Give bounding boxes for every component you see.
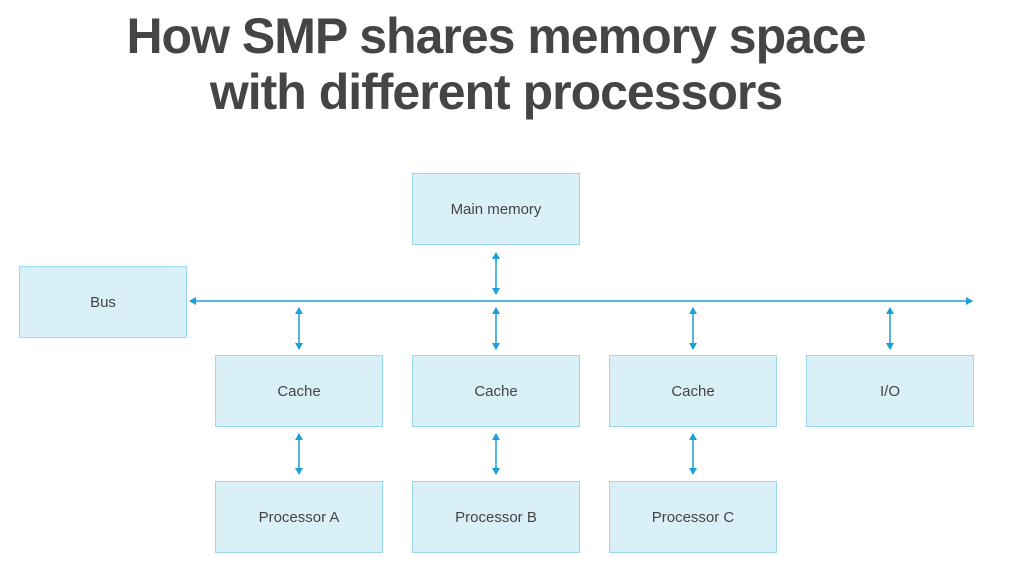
cache-b-node: Cache <box>412 355 580 427</box>
processor-a-node: Processor A <box>215 481 383 553</box>
processor-c-node: Processor C <box>609 481 777 553</box>
title-line-1: How SMP shares memory space <box>126 8 866 64</box>
title-line-2: with different processors <box>209 64 783 120</box>
cache-c-node: Cache <box>609 355 777 427</box>
processor-b-node: Processor B <box>412 481 580 553</box>
bus-node: Bus <box>19 266 187 338</box>
io-node: I/O <box>806 355 974 427</box>
main-memory-node: Main memory <box>412 173 580 245</box>
cache-a-node: Cache <box>215 355 383 427</box>
